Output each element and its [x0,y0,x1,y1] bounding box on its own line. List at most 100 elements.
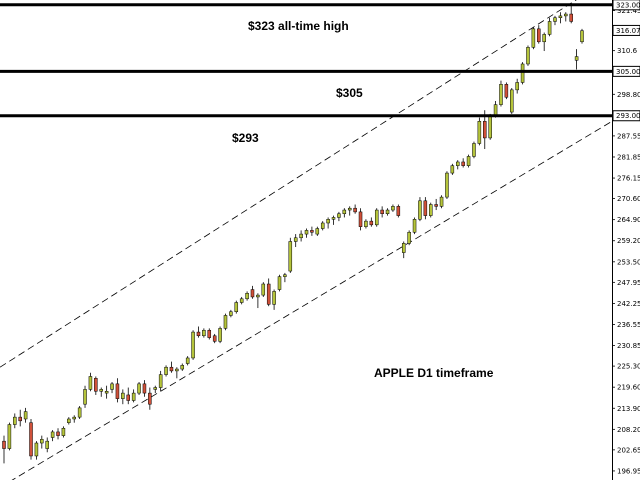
candle [326,217,330,229]
candle-body-up [288,241,293,272]
candle-body-up [526,47,530,65]
candle [418,197,422,222]
candle-body-down [29,422,33,457]
y-tick-label: 281.85 [617,153,640,161]
candle-body-up [164,366,168,375]
candle [445,171,449,199]
candle [175,367,179,379]
level-tag-label: 293.00 [616,112,640,120]
candle [564,12,568,22]
candle [472,141,476,159]
candle-body-up [547,21,552,35]
candle [142,380,147,397]
candle-body-up [45,440,49,449]
candle [504,82,509,100]
ath-annotation: $323 all-time high [248,19,349,33]
candle [461,158,465,168]
candle-body-down [126,394,130,401]
candles [2,2,584,464]
candle-body-up [175,368,179,372]
candle-body-down [207,329,212,338]
candle-body-down [537,28,541,43]
candle-body-up [304,230,309,235]
candle-body-up [110,383,114,390]
candle-body-up [418,200,422,220]
candle-body-up [293,237,298,242]
candle-body-up [564,13,568,17]
candle-body-down [569,13,573,22]
candle-body-up [477,121,482,144]
y-tick-label: 213.90 [617,405,640,413]
candle [499,80,503,107]
y-tick-label: 236.55 [617,321,640,329]
candle [331,215,336,225]
candle [218,326,222,344]
y-tick-label: 270.60 [617,195,640,203]
candle-body-up [67,418,71,423]
candle [537,25,541,44]
level-tag-box [612,110,640,122]
candle [510,88,514,114]
candle [450,163,455,175]
candle [580,28,584,44]
candle [245,291,249,301]
y-tick-label: 230.85 [617,342,640,350]
candle-body-up [456,161,460,166]
candle-body-up [137,383,141,394]
candle [456,160,460,170]
current-price-label: 316.07 [616,27,640,35]
level-tag-label: 323.00 [616,1,640,9]
level-tag-box [612,0,640,11]
candle [272,289,276,310]
293-annotation: $293 [232,131,259,145]
y-tick-label: 208.20 [617,426,640,434]
candle-body-up [553,17,557,22]
candle-body-up [153,387,158,390]
candle-body-up [515,82,519,91]
candle [428,202,433,218]
candle [191,330,195,360]
y-tick-label: 202.65 [617,446,640,454]
candle [353,204,357,214]
candle [315,226,320,236]
candle [2,435,6,464]
candle [104,385,109,399]
candle [439,195,444,209]
candle-body-up [256,294,260,298]
candle-body-down [250,289,255,298]
candle [385,208,390,216]
candle [288,237,293,273]
candle [277,274,282,292]
candle [99,387,103,397]
candle [256,293,260,309]
level-tag-label: 305.00 [616,68,640,76]
trend-channel [0,0,613,480]
candle-body-up [347,207,352,211]
candle [229,309,233,318]
candle-body-up [158,374,163,388]
candle [434,198,438,211]
candle-body-up [50,431,55,438]
candle-body-down [310,230,314,233]
candle-body-up [191,331,195,359]
candle-body-up [542,34,546,43]
candle-body-up [72,416,76,420]
candle [77,406,82,419]
y-tick-label: 196.95 [617,467,640,475]
candle-body-up [520,63,525,83]
candle [553,15,557,26]
candle [283,272,287,283]
candle [158,370,163,392]
candle [50,430,55,442]
candle-body-down [56,431,60,436]
candle-body-down [461,161,465,166]
y-tick-label: 310.6 [617,47,638,55]
candle [185,356,190,366]
candle-body-down [396,206,401,216]
candle-body-down [115,383,120,399]
candle [202,328,206,338]
candle [239,296,244,305]
candle [569,2,573,24]
candle-body-up [391,206,395,211]
y-tick-label: 264.90 [617,216,640,224]
